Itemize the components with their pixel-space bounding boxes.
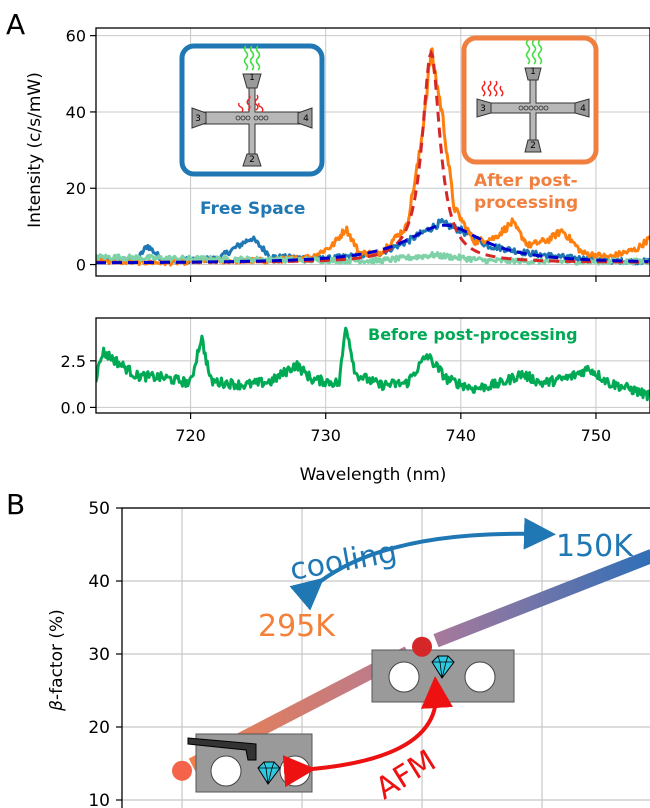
axes-frame-b [121,507,650,808]
inset1-port-left: 3 [195,114,201,124]
annotation-cooling: cooling [287,535,399,588]
xtick-label: 730 [310,426,341,445]
annotation-afm: AFM [370,743,443,806]
inset-after-processing: 1 2 3 4 [461,35,599,165]
inset2-port-left: 3 [480,104,486,114]
data-point-1 [412,636,432,657]
annotation-after-line1: After post- [474,171,578,191]
ytick-label: 0 [76,256,86,275]
inset1-port-bottom: 2 [249,155,255,165]
yticks-a-top: 0 20 40 60 [66,27,96,275]
ytick-label: 10 [88,791,110,808]
inset2-port-top: 1 [530,67,536,77]
series-fit-4 [96,223,649,265]
inset-free-space: 1 2 3 4 [179,43,325,177]
axes-frame-a-top [95,27,650,277]
inset2-port-bottom: 2 [530,141,536,151]
series-a-top [96,47,650,267]
annotation-295k: 295K [258,609,336,644]
series-line-0 [96,326,650,402]
afm-arrow [282,676,453,788]
ytick-label: 20 [66,179,86,198]
ylabel-b: β-factor (%) [47,609,67,712]
plot-b: 10 20 30 40 50 β-factor (%) [47,499,650,808]
ytick-label: 30 [88,645,110,665]
xticks-a-bottom: 720 730 740 750 [175,413,611,445]
ytick-label: 50 [88,499,110,519]
yticks-b: 10 20 30 40 50 [88,499,122,808]
ytick-label: 2.5 [61,352,86,371]
ytick-label: 20 [88,718,110,738]
ylabel-a-top: Intensity (c/s/mW) [25,72,45,228]
data-point-0 [172,760,192,781]
xticks-a-top [189,276,597,282]
device-placed [371,649,515,703]
points-b [172,636,432,781]
annotation-after-line2: processing [474,193,578,213]
xtick-label: 720 [175,426,206,445]
ytick-label: 40 [66,103,86,122]
ytick-label: 60 [66,27,86,46]
ytick-label: 40 [88,572,110,592]
xtick-label: 740 [446,426,477,445]
plot-a-bottom: 0.0 2.5 720 730 740 750 Before post-processi… [61,317,650,485]
series-a-bottom [96,326,650,402]
xtick-label: 750 [581,426,612,445]
cooling-arrow [289,517,556,611]
inset1-port-right: 4 [303,114,309,124]
device-afm [187,733,313,793]
grid-a-bottom [96,318,650,413]
panel-label-b: B [6,488,25,521]
inset1-port-top: 1 [249,73,255,83]
yticks-a-bottom: 0.0 2.5 [61,352,96,417]
annotation-150k: 150K [556,529,634,564]
series-fit-3 [96,48,649,264]
ytick-label: 0.0 [61,398,86,417]
annotation-free-space: Free Space [200,199,305,219]
panel-label-a: A [6,8,25,41]
axes-frame-a-bottom [95,317,650,414]
annotation-before: Before post-processing [368,325,578,344]
plot-a-top: 0 20 40 60 Intensity (c/s/mW) 1 2 3 4 [25,27,650,282]
inset2-port-right: 4 [580,104,586,114]
xlabel-wavelength: Wavelength (nm) [300,465,447,485]
